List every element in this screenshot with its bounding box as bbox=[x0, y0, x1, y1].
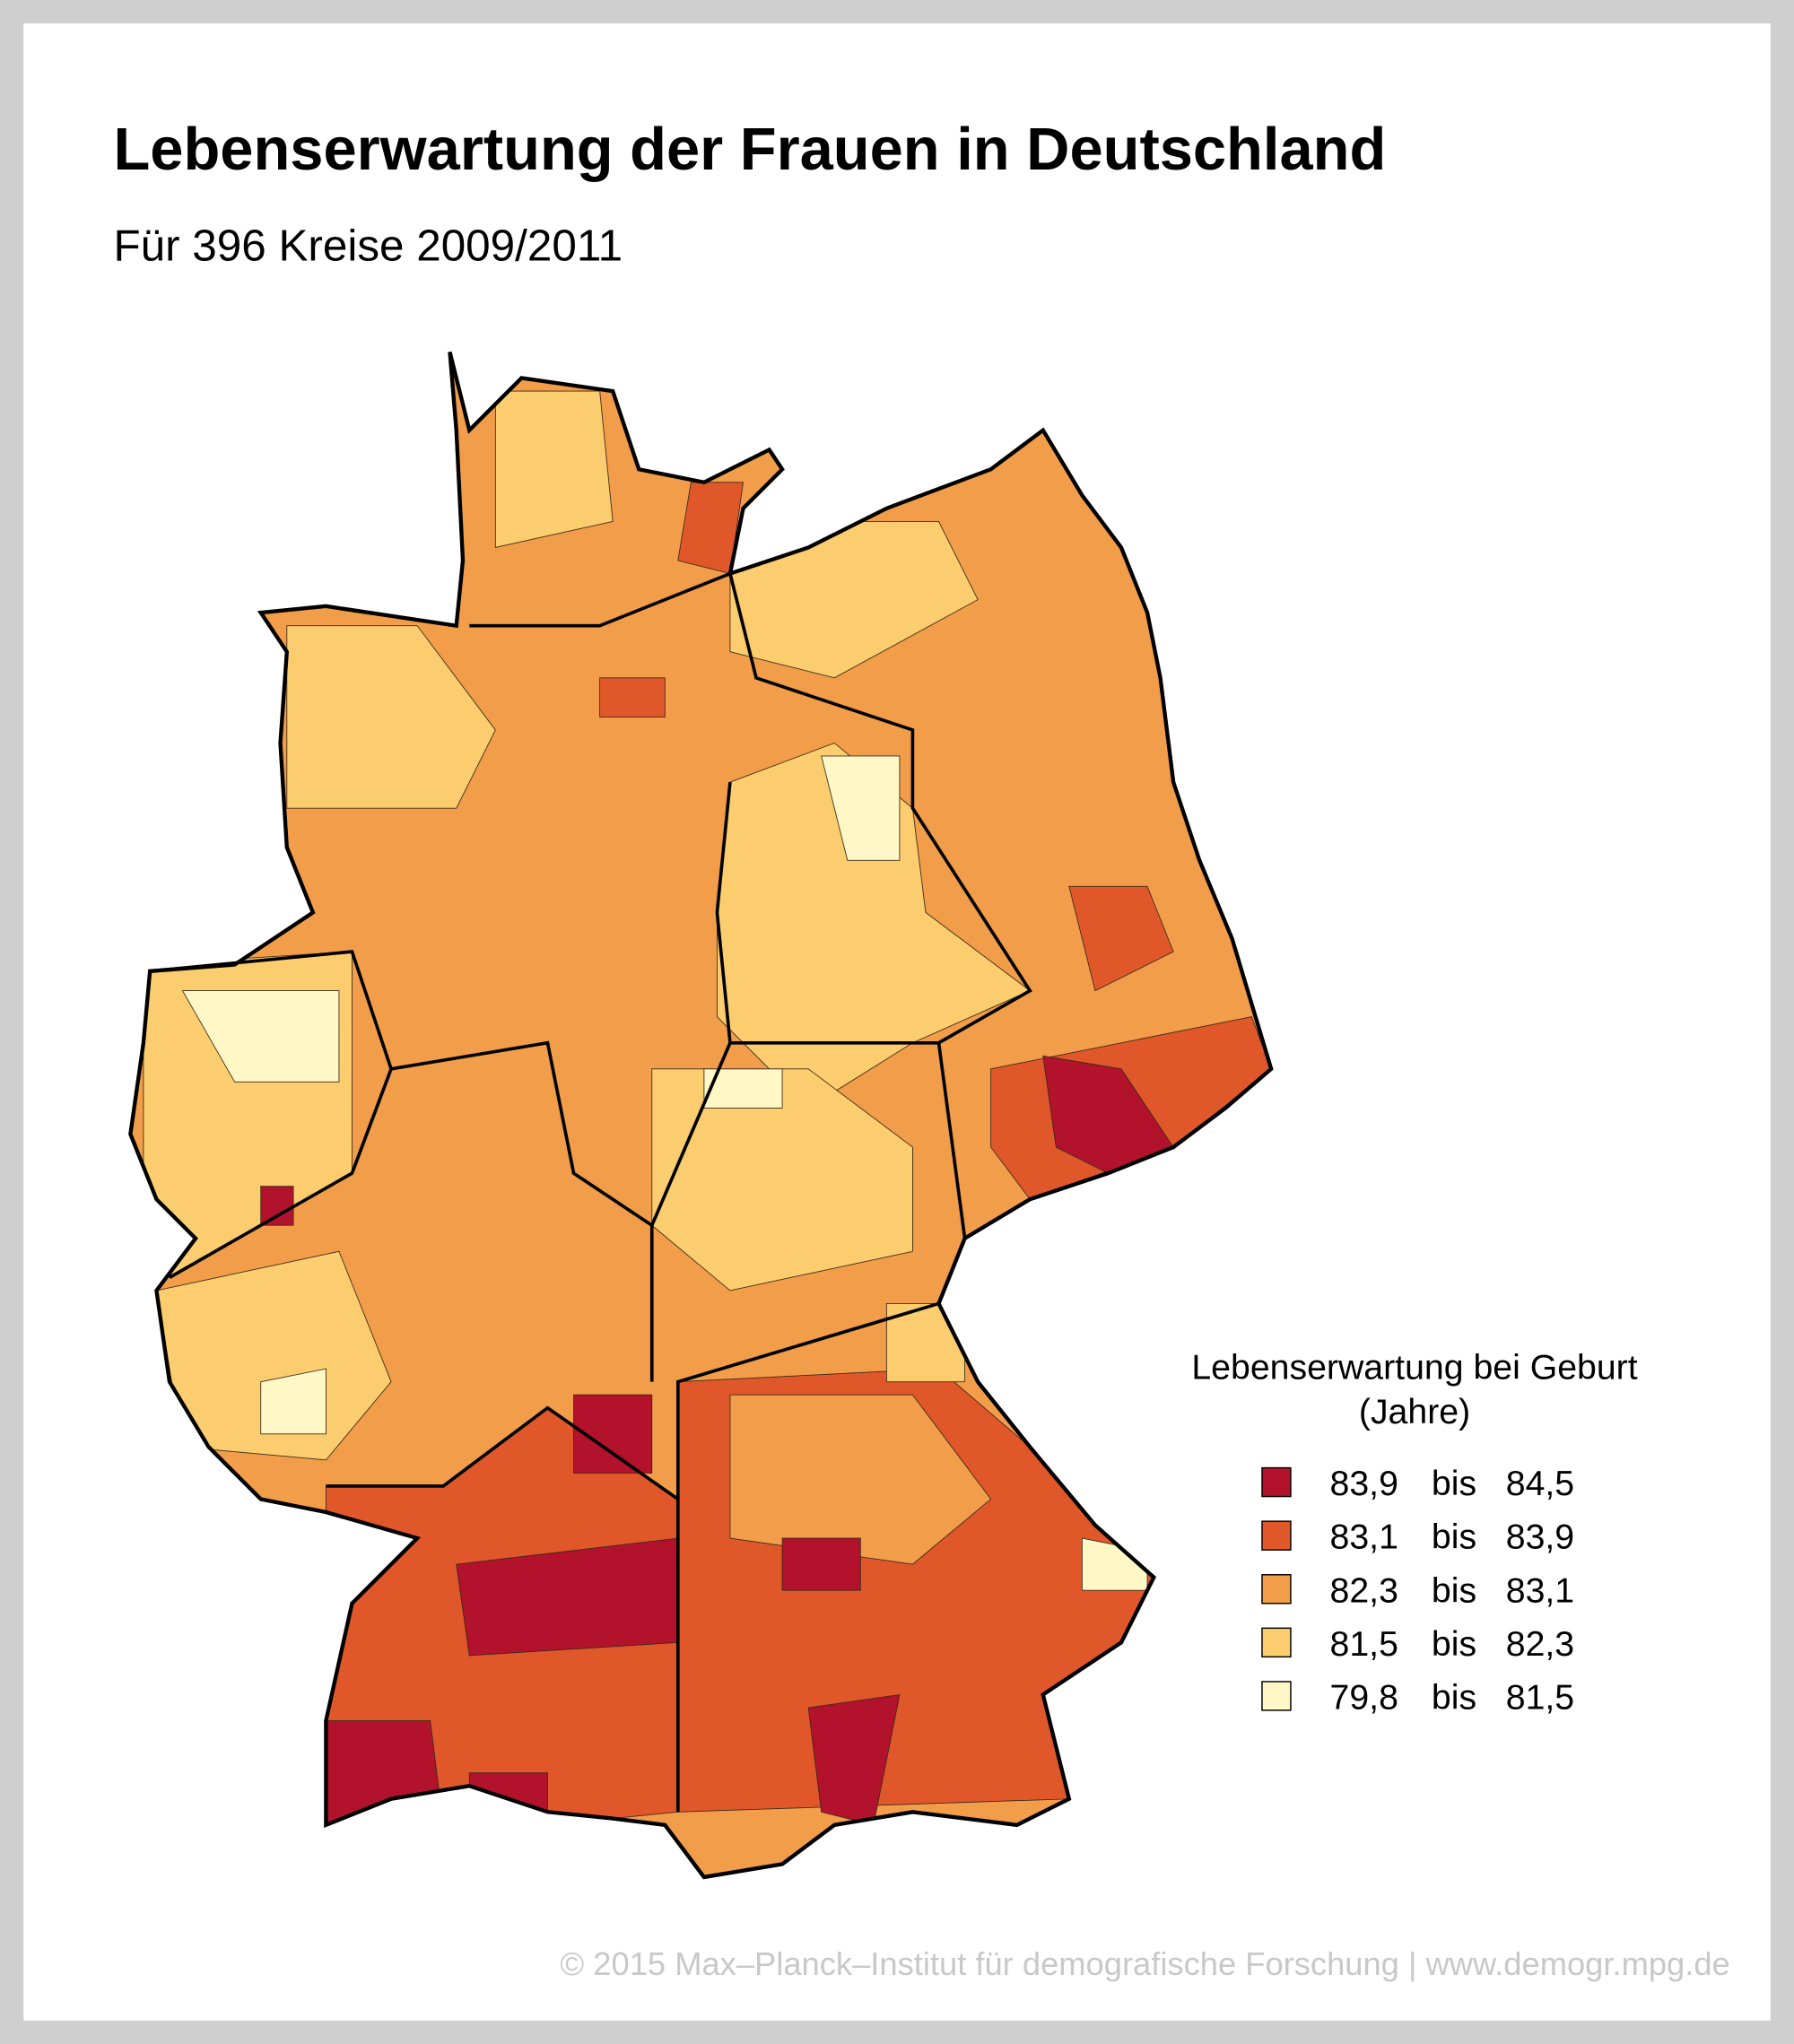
legend-to: 83,9 bbox=[1506, 1518, 1574, 1557]
legend-rows: 83,9 bis 84,5 83,1 bis 83,9 82,3 bis 83,1 81,5 bis… bbox=[1261, 1464, 1574, 1717]
legend-to: 81,5 bbox=[1506, 1677, 1574, 1717]
state-border bbox=[936, 1042, 967, 1239]
district-area bbox=[599, 677, 666, 718]
state-border bbox=[715, 573, 1032, 1045]
legend-from: 79,8 bbox=[1330, 1677, 1398, 1717]
district-area bbox=[821, 755, 901, 861]
district-area bbox=[286, 625, 496, 809]
district-area bbox=[494, 390, 614, 548]
legend-to: 83,1 bbox=[1506, 1570, 1574, 1610]
legend-to: 84,5 bbox=[1506, 1464, 1574, 1503]
legend-swatch bbox=[1261, 1574, 1292, 1605]
legend-unit: (Jahre) bbox=[1359, 1392, 1470, 1431]
district-area bbox=[729, 1394, 992, 1565]
district-area bbox=[260, 1186, 294, 1226]
district-area bbox=[1068, 885, 1174, 992]
legend-from: 83,9 bbox=[1330, 1464, 1398, 1503]
district-area bbox=[181, 990, 340, 1083]
legend-from: 81,5 bbox=[1330, 1624, 1398, 1664]
state-border bbox=[326, 1405, 680, 1813]
state-border bbox=[390, 1040, 654, 1382]
legend-swatch bbox=[1261, 1681, 1292, 1711]
state-border bbox=[469, 571, 731, 628]
footer: © 2015 Max–Planck–Institut für demografi… bbox=[560, 1945, 1729, 1982]
legend-from: 83,1 bbox=[1330, 1518, 1398, 1557]
district-area bbox=[781, 1537, 861, 1591]
legend-swatch bbox=[1261, 1466, 1292, 1498]
legend-swatch bbox=[1261, 1627, 1292, 1658]
state-border bbox=[650, 1042, 732, 1226]
legend: Lebenserwartung bei Geburt (Jahre) 83,9 b… bbox=[1191, 1348, 1637, 1718]
title: Lebenserwartung der Frauen in Deutschlan… bbox=[113, 116, 1386, 183]
subtitle: Für 396 Kreise 2009/2011 bbox=[113, 222, 623, 271]
legend-swatch bbox=[1261, 1520, 1292, 1551]
legend-connector: bis bbox=[1432, 1570, 1476, 1610]
legend-from: 82,3 bbox=[1330, 1570, 1398, 1610]
legend-title: Lebenserwartung bei Geburt bbox=[1191, 1348, 1637, 1387]
legend-connector: bis bbox=[1432, 1624, 1476, 1664]
district-area bbox=[260, 1368, 327, 1435]
district-area bbox=[573, 1394, 653, 1474]
state-border bbox=[676, 1238, 967, 1500]
legend-connector: bis bbox=[1432, 1518, 1476, 1557]
legend-connector: bis bbox=[1432, 1677, 1476, 1717]
legend-connector: bis bbox=[1432, 1464, 1476, 1503]
legend-to: 82,3 bbox=[1506, 1624, 1574, 1664]
district-area bbox=[703, 1068, 783, 1109]
